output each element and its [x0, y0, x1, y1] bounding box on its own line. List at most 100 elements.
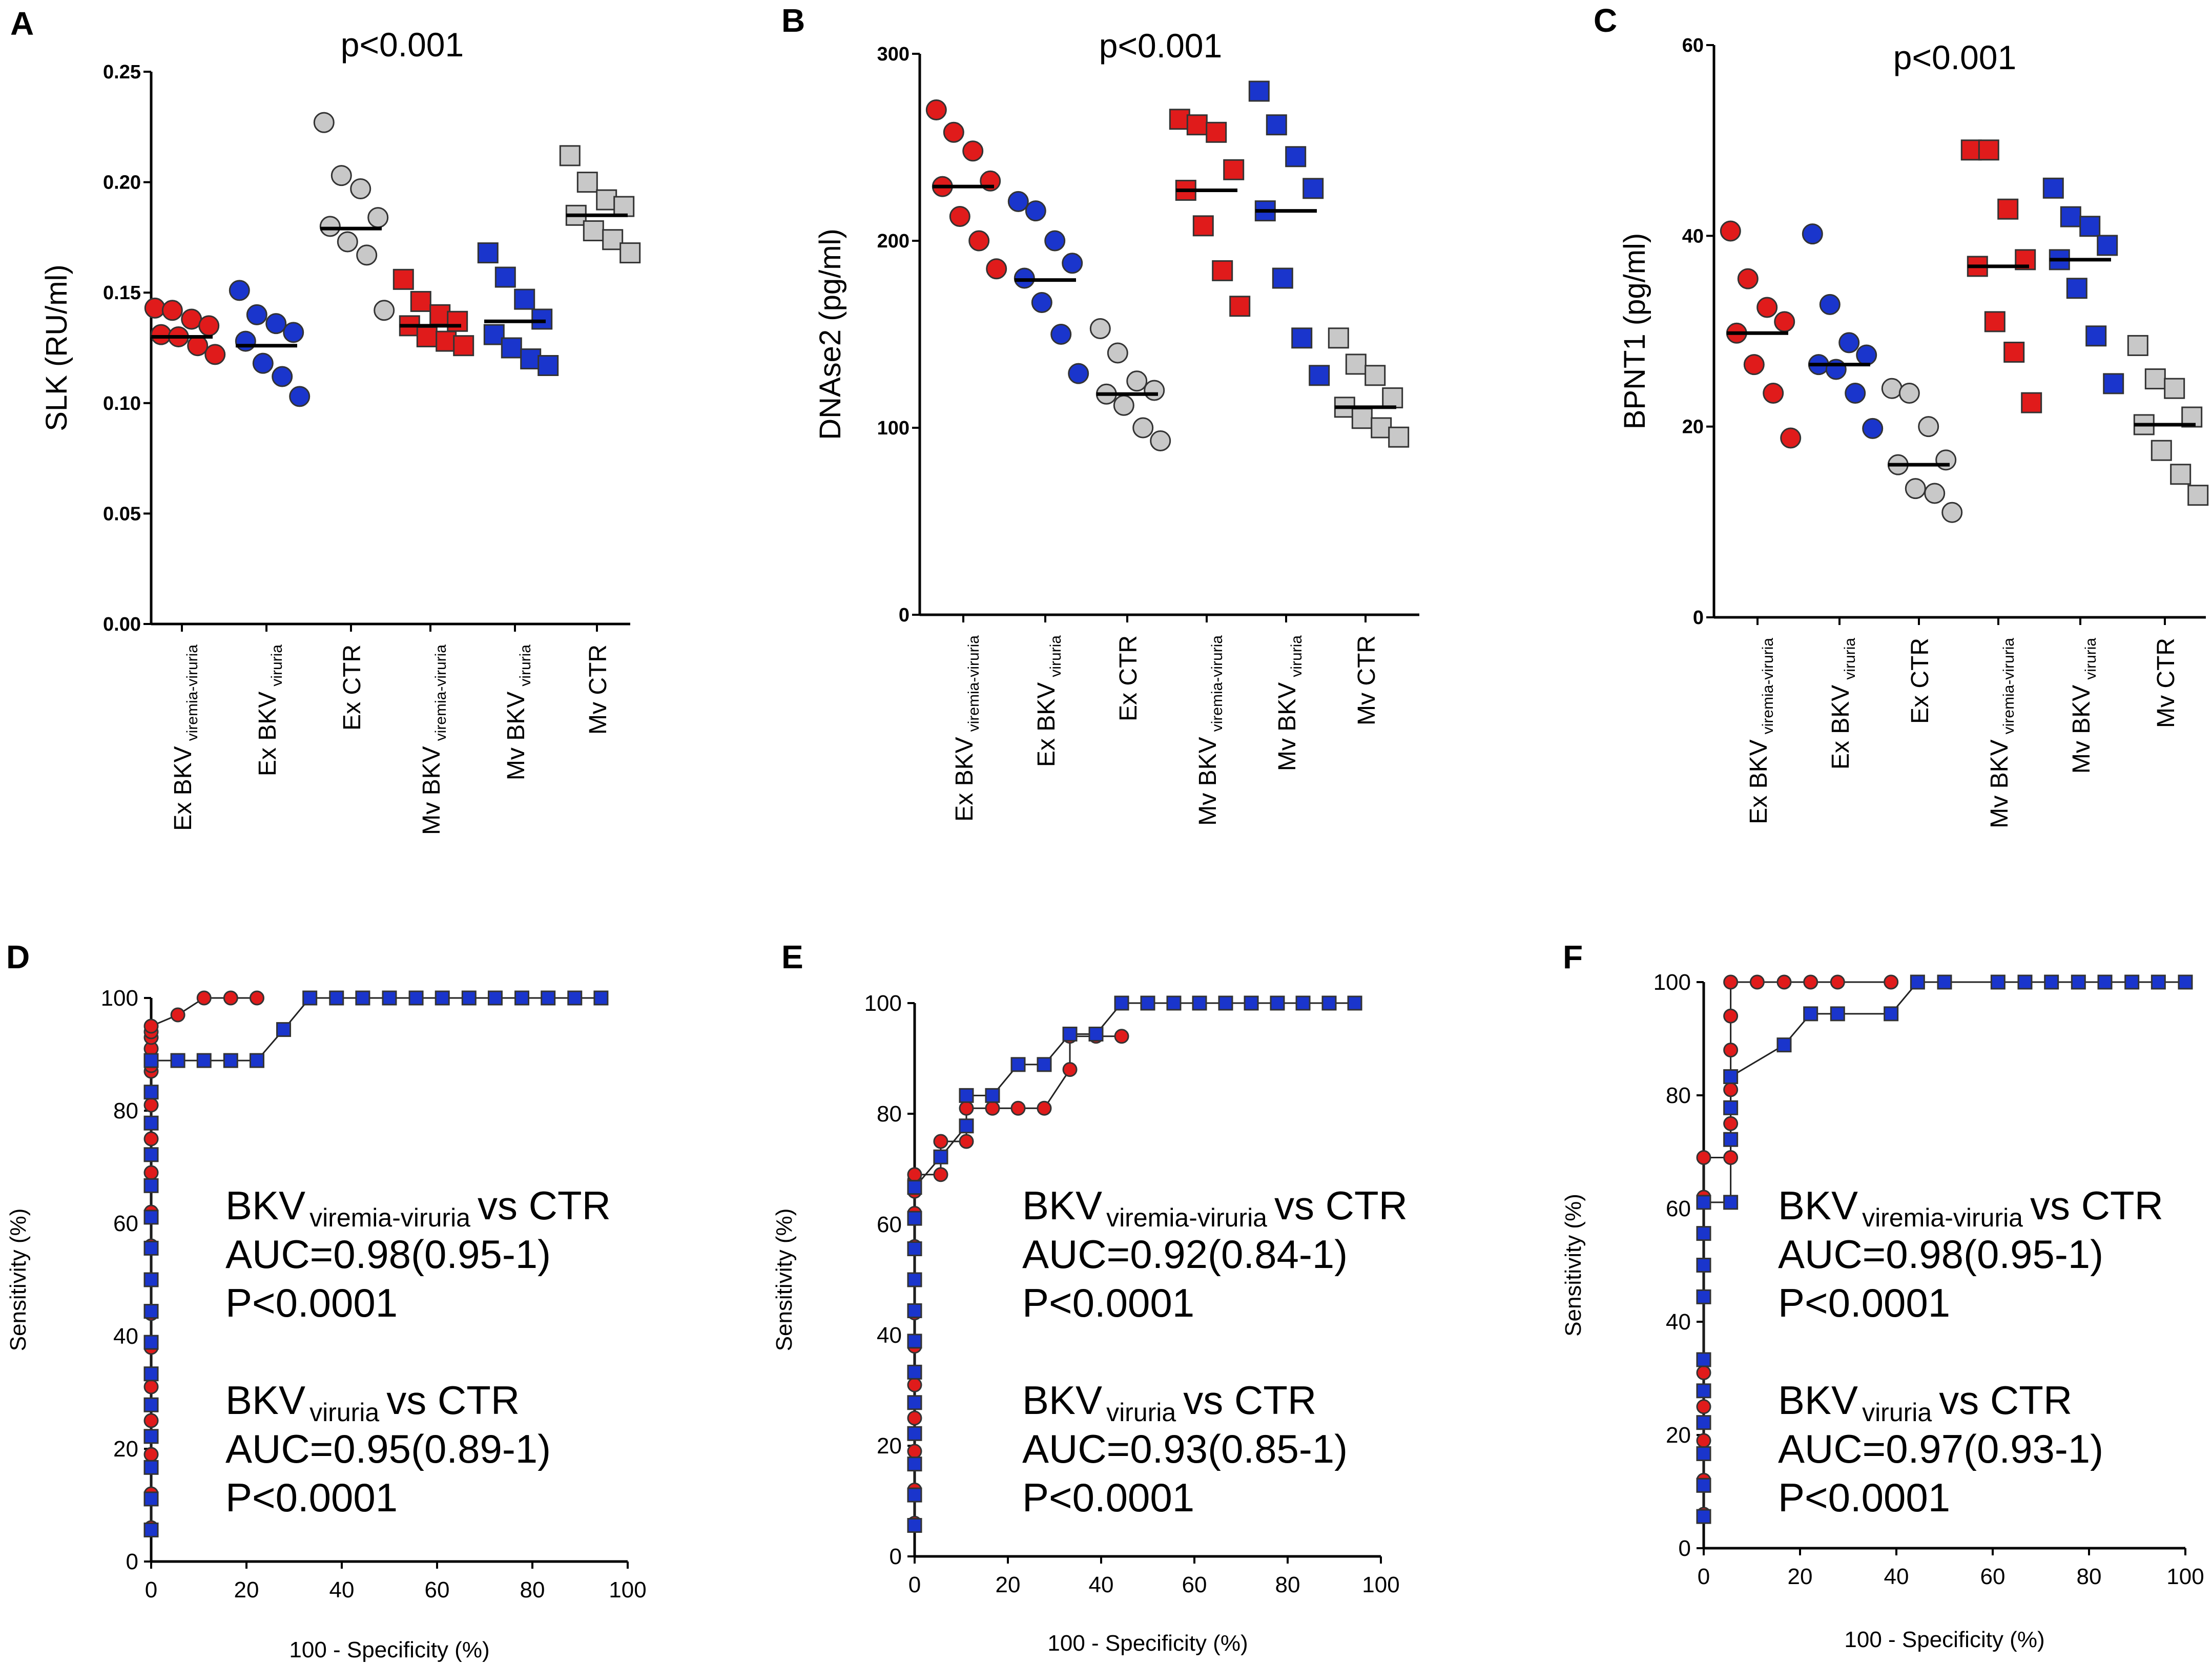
x-tick-label: 100 [2166, 1564, 2204, 1589]
roc-point [249, 1053, 264, 1068]
y-tick-label: 100 [864, 991, 902, 1016]
y-tick-label: 0 [899, 605, 909, 626]
group-label-subscript: viruria [1842, 638, 1858, 680]
data-point [1186, 114, 1208, 136]
panel-e: E 00 20 20 40 40 60 60 80 80 100 100 100 - Specifici… [772, 939, 1408, 1656]
panel-letter: D [6, 939, 30, 975]
data-point [2079, 216, 2101, 237]
roc-point [1723, 1116, 1739, 1131]
roc-point [1244, 995, 1259, 1011]
data-point [356, 244, 378, 266]
stat-name: BKV [1022, 1378, 1102, 1423]
stat-auc: AUC=0.93(0.85-1) [1022, 1426, 1348, 1471]
roc-point [1723, 974, 1739, 990]
data-point [187, 335, 209, 357]
data-point [1819, 294, 1841, 315]
data-point [1144, 380, 1165, 401]
panel-letter: F [1563, 939, 1583, 975]
y-axis-label: Sensitivity (%) [772, 1209, 797, 1351]
p-value-annotation: p<0.001 [1099, 27, 1222, 65]
y-tick-label: 0.15 [103, 282, 141, 304]
roc-point [1218, 995, 1233, 1011]
data-point [436, 330, 457, 352]
roc-point [907, 1410, 922, 1426]
roc-point [1270, 995, 1285, 1011]
group-label: Ex CTR [1115, 635, 1142, 721]
data-point [1229, 296, 1251, 317]
data-point [2187, 485, 2209, 506]
roc-point [143, 1097, 159, 1113]
roc-point [1830, 974, 1845, 990]
group-label: Ex BKV viremia-viruria [1745, 638, 1776, 824]
roc-point [2178, 974, 2193, 990]
y-tick-label: 0.00 [103, 614, 141, 635]
data-point [1918, 416, 1939, 438]
y-tick-label: 20 [877, 1433, 902, 1459]
roc-point [1114, 995, 1129, 1011]
data-point [246, 304, 267, 325]
y-tick-label: 40 [1682, 225, 1704, 247]
group-label-main: Mv BKV [1274, 682, 1301, 771]
roc-point [907, 1211, 922, 1226]
data-point [1351, 408, 1373, 429]
roc-point [541, 990, 556, 1006]
y-tick-label: 0.05 [103, 503, 141, 525]
roc-point [1990, 974, 2006, 990]
data-point [986, 258, 1007, 280]
y-tick-label: 40 [113, 1324, 138, 1349]
roc-point [1723, 1100, 1739, 1115]
panel-d: D 00 20 20 40 40 60 60 80 80 100 100 100 - Specifici… [6, 939, 647, 1662]
data-point [1756, 297, 1778, 318]
stat-auc: AUC=0.98(0.95-1) [1778, 1232, 2103, 1277]
stat-auc: AUC=0.97(0.93-1) [1778, 1426, 2103, 1471]
y-tick-label: 100 [101, 986, 138, 1011]
roc-point [959, 1118, 974, 1134]
data-point [1031, 292, 1052, 313]
group-label-main: Ex BKV [170, 746, 197, 830]
stat-name-subscript: viremia-viruria [1106, 1203, 1267, 1232]
roc-point [435, 990, 450, 1006]
stat-name: BKV [1022, 1183, 1102, 1228]
stat-p: P<0.0001 [1778, 1280, 1950, 1325]
roc-point [382, 990, 397, 1006]
roc-point [1347, 995, 1362, 1011]
group-label-main: Mv CTR [585, 644, 612, 735]
data-point [1763, 383, 1784, 404]
data-point [161, 300, 183, 321]
y-tick-label: 300 [877, 44, 909, 65]
roc-point [249, 990, 264, 1006]
data-point [949, 206, 970, 227]
roc-point [933, 1167, 948, 1182]
group-label: Mv BKV viruria [503, 644, 534, 780]
roc-point [408, 990, 424, 1006]
stat-title: BKV viruria vs CTR [225, 1378, 520, 1427]
roc-point [143, 1147, 159, 1162]
group-label: Ex CTR [1907, 638, 1934, 724]
group-label: Mv BKV viruria [1274, 635, 1305, 771]
roc-point [143, 1178, 159, 1193]
roc-point [223, 990, 238, 1006]
roc-point [1696, 1383, 1711, 1399]
roc-point [1696, 1258, 1711, 1273]
stat-p: P<0.0001 [1778, 1475, 1950, 1520]
roc-point [907, 1377, 922, 1392]
stat-name-subscript: viruria [1106, 1398, 1176, 1427]
roc-point [907, 1426, 922, 1441]
p-value-annotation: p<0.001 [1893, 38, 2016, 76]
roc-point [2017, 974, 2033, 990]
roc-point [143, 1522, 159, 1537]
roc-point [907, 1241, 922, 1257]
data-point [1905, 478, 1926, 500]
stat-name-subscript: viruria [309, 1398, 379, 1427]
panel-a: Ap<0.001 SLK (RU/ml) 0.00 0.05 0.10 0.15 0.20 0… [10, 5, 641, 835]
panel-letter: C [1594, 2, 1617, 39]
y-tick-label: 100 [877, 418, 909, 439]
group-label-main: Ex BKV [1745, 739, 1772, 824]
data-point [1113, 394, 1134, 416]
roc-point [1749, 974, 1765, 990]
roc-point [143, 1366, 159, 1382]
data-point [429, 304, 451, 325]
data-point [2151, 440, 2172, 461]
roc-point [1010, 1100, 1026, 1116]
p-value-annotation: p<0.001 [341, 26, 464, 64]
